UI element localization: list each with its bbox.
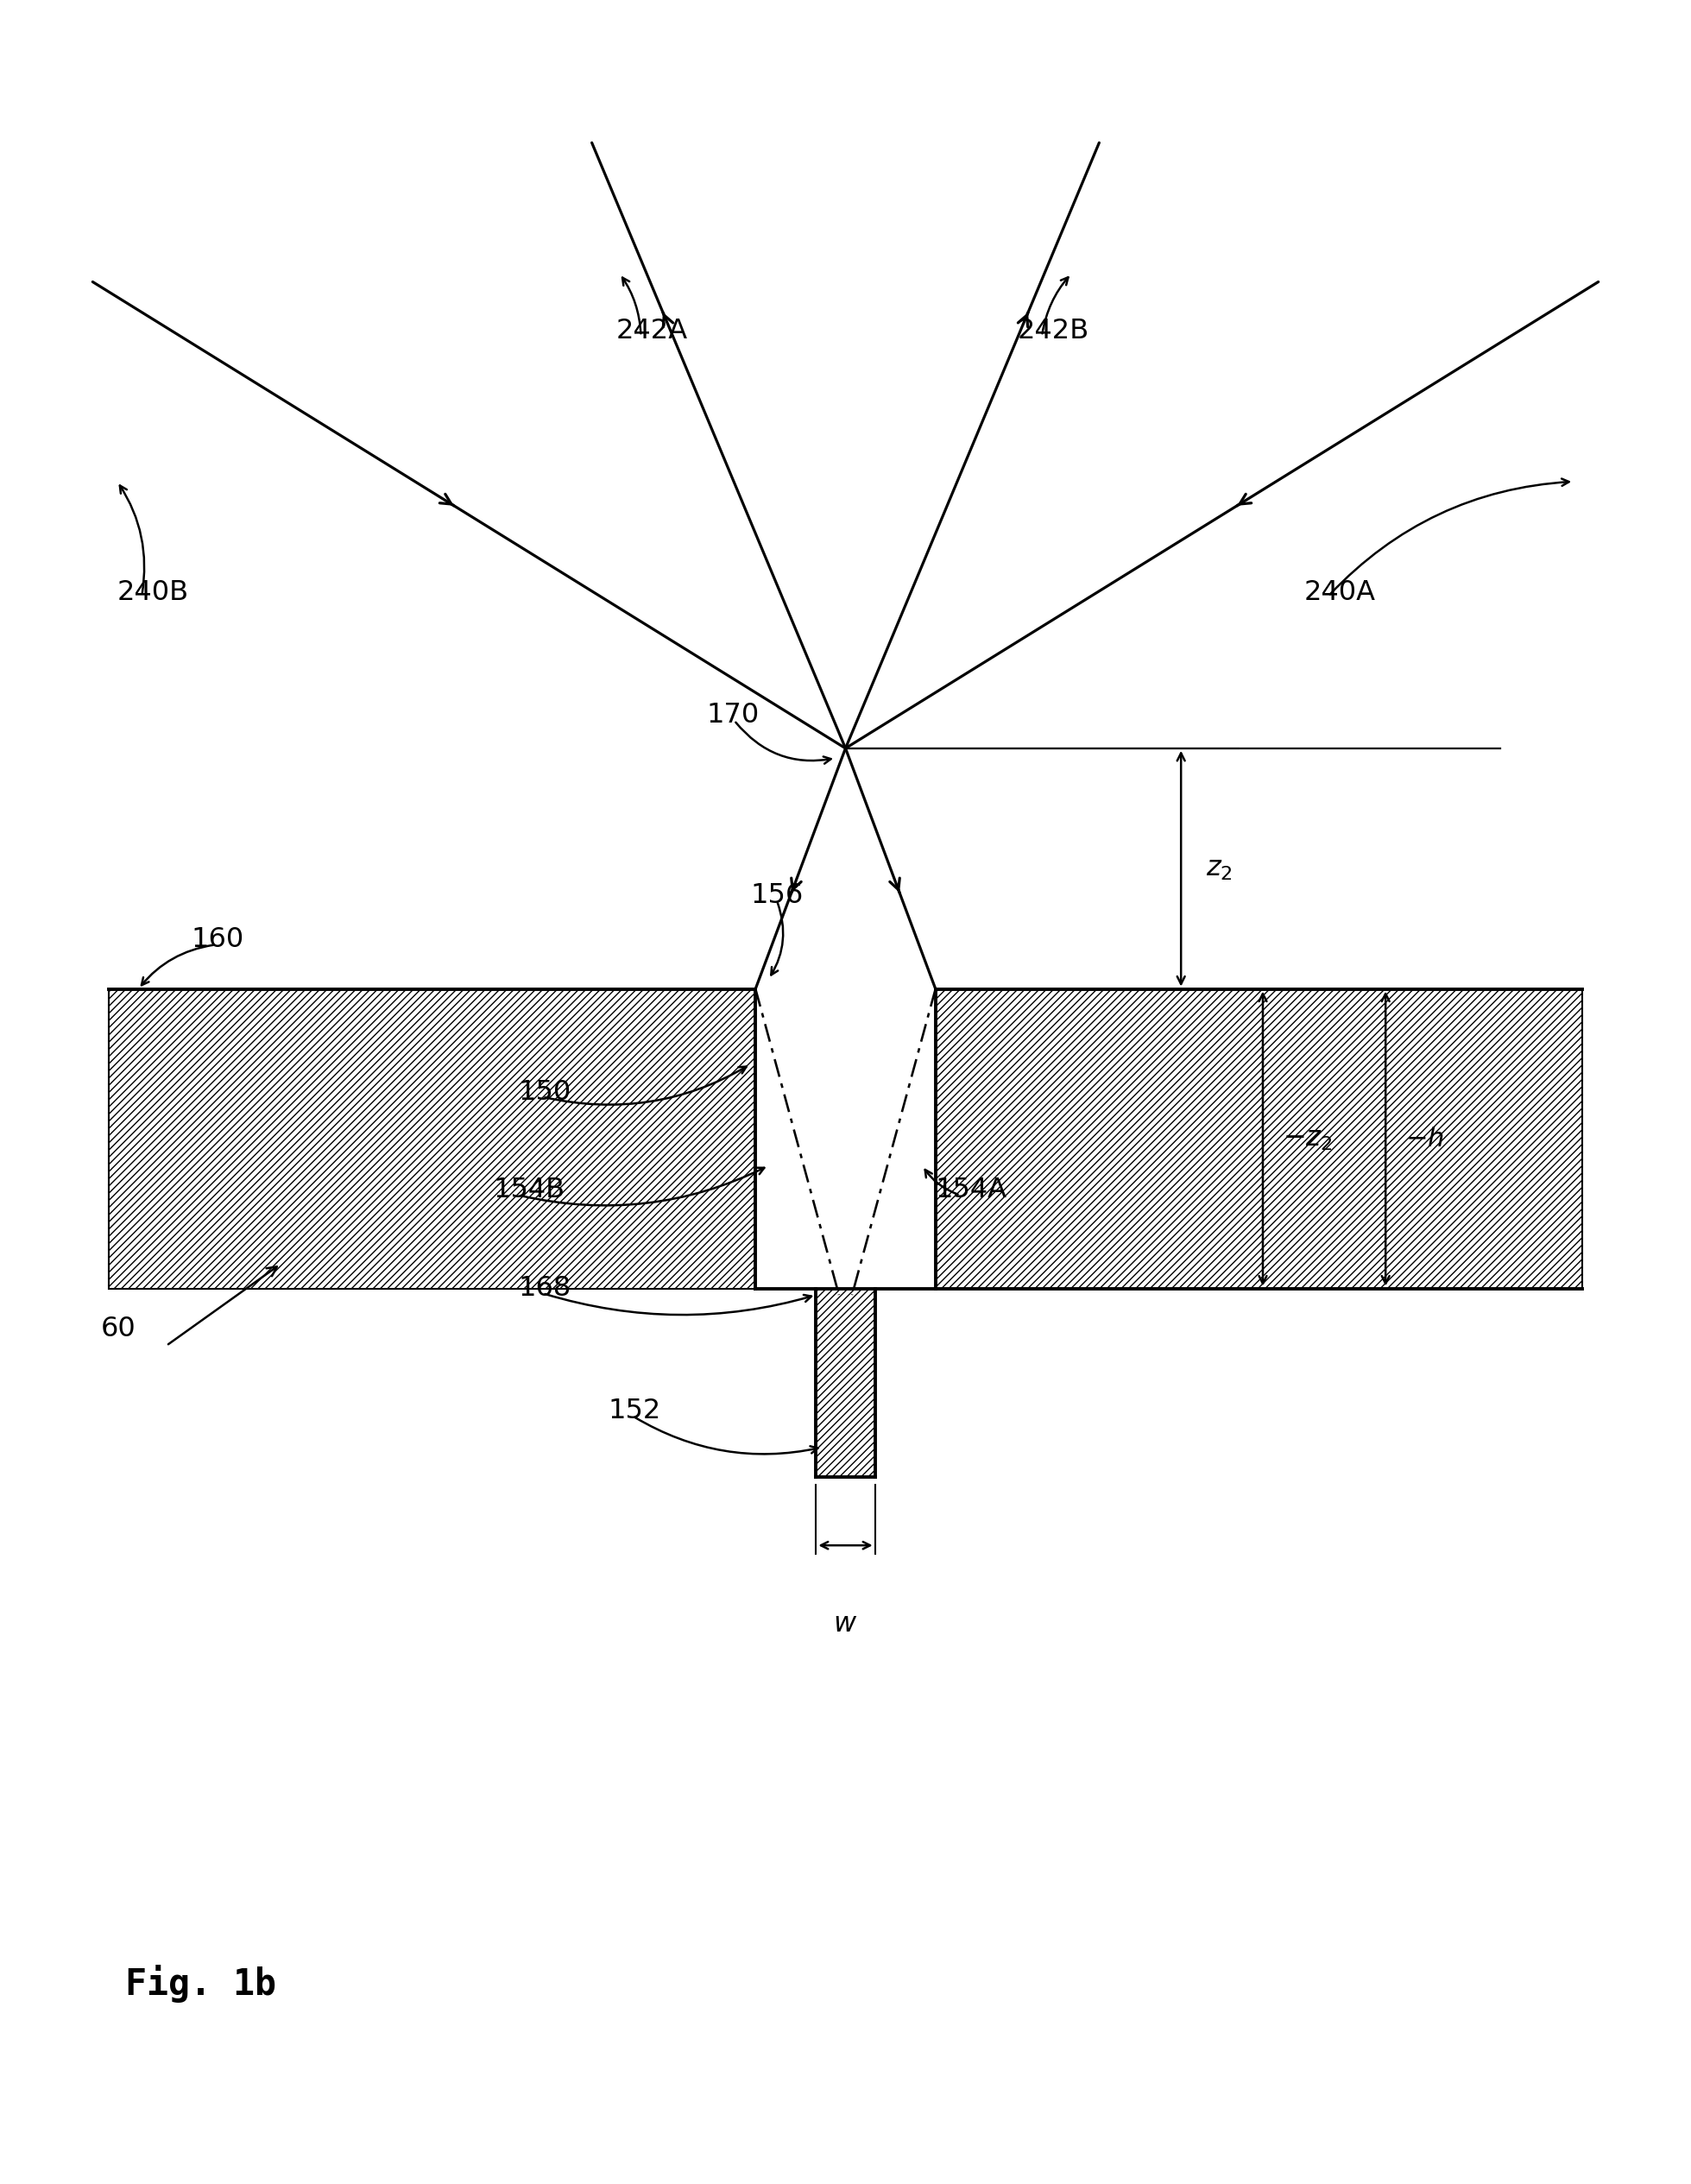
Text: 154B: 154B <box>494 1177 565 1203</box>
Text: 240A: 240A <box>1304 579 1375 607</box>
Text: 240B: 240B <box>117 579 189 607</box>
Text: 168: 168 <box>517 1275 572 1302</box>
Text: $-h$: $-h$ <box>1405 1127 1444 1151</box>
Text: 60: 60 <box>101 1317 135 1343</box>
Text: 242A: 242A <box>617 317 688 345</box>
Text: 152: 152 <box>609 1398 661 1424</box>
Text: 160: 160 <box>191 926 244 952</box>
Text: 150: 150 <box>517 1079 572 1105</box>
Text: 156: 156 <box>751 882 803 909</box>
Text: 242B: 242B <box>1018 317 1089 345</box>
Polygon shape <box>817 1289 874 1476</box>
Text: 154A: 154A <box>935 1177 1008 1203</box>
Text: Fig. 1b: Fig. 1b <box>125 1966 276 2003</box>
Text: $-z_2$: $-z_2$ <box>1282 1125 1333 1151</box>
Text: $w$: $w$ <box>834 1610 857 1638</box>
Polygon shape <box>935 989 1583 1289</box>
Text: $z_2$: $z_2$ <box>1206 856 1233 882</box>
Polygon shape <box>108 989 756 1289</box>
Text: 170: 170 <box>707 703 759 729</box>
